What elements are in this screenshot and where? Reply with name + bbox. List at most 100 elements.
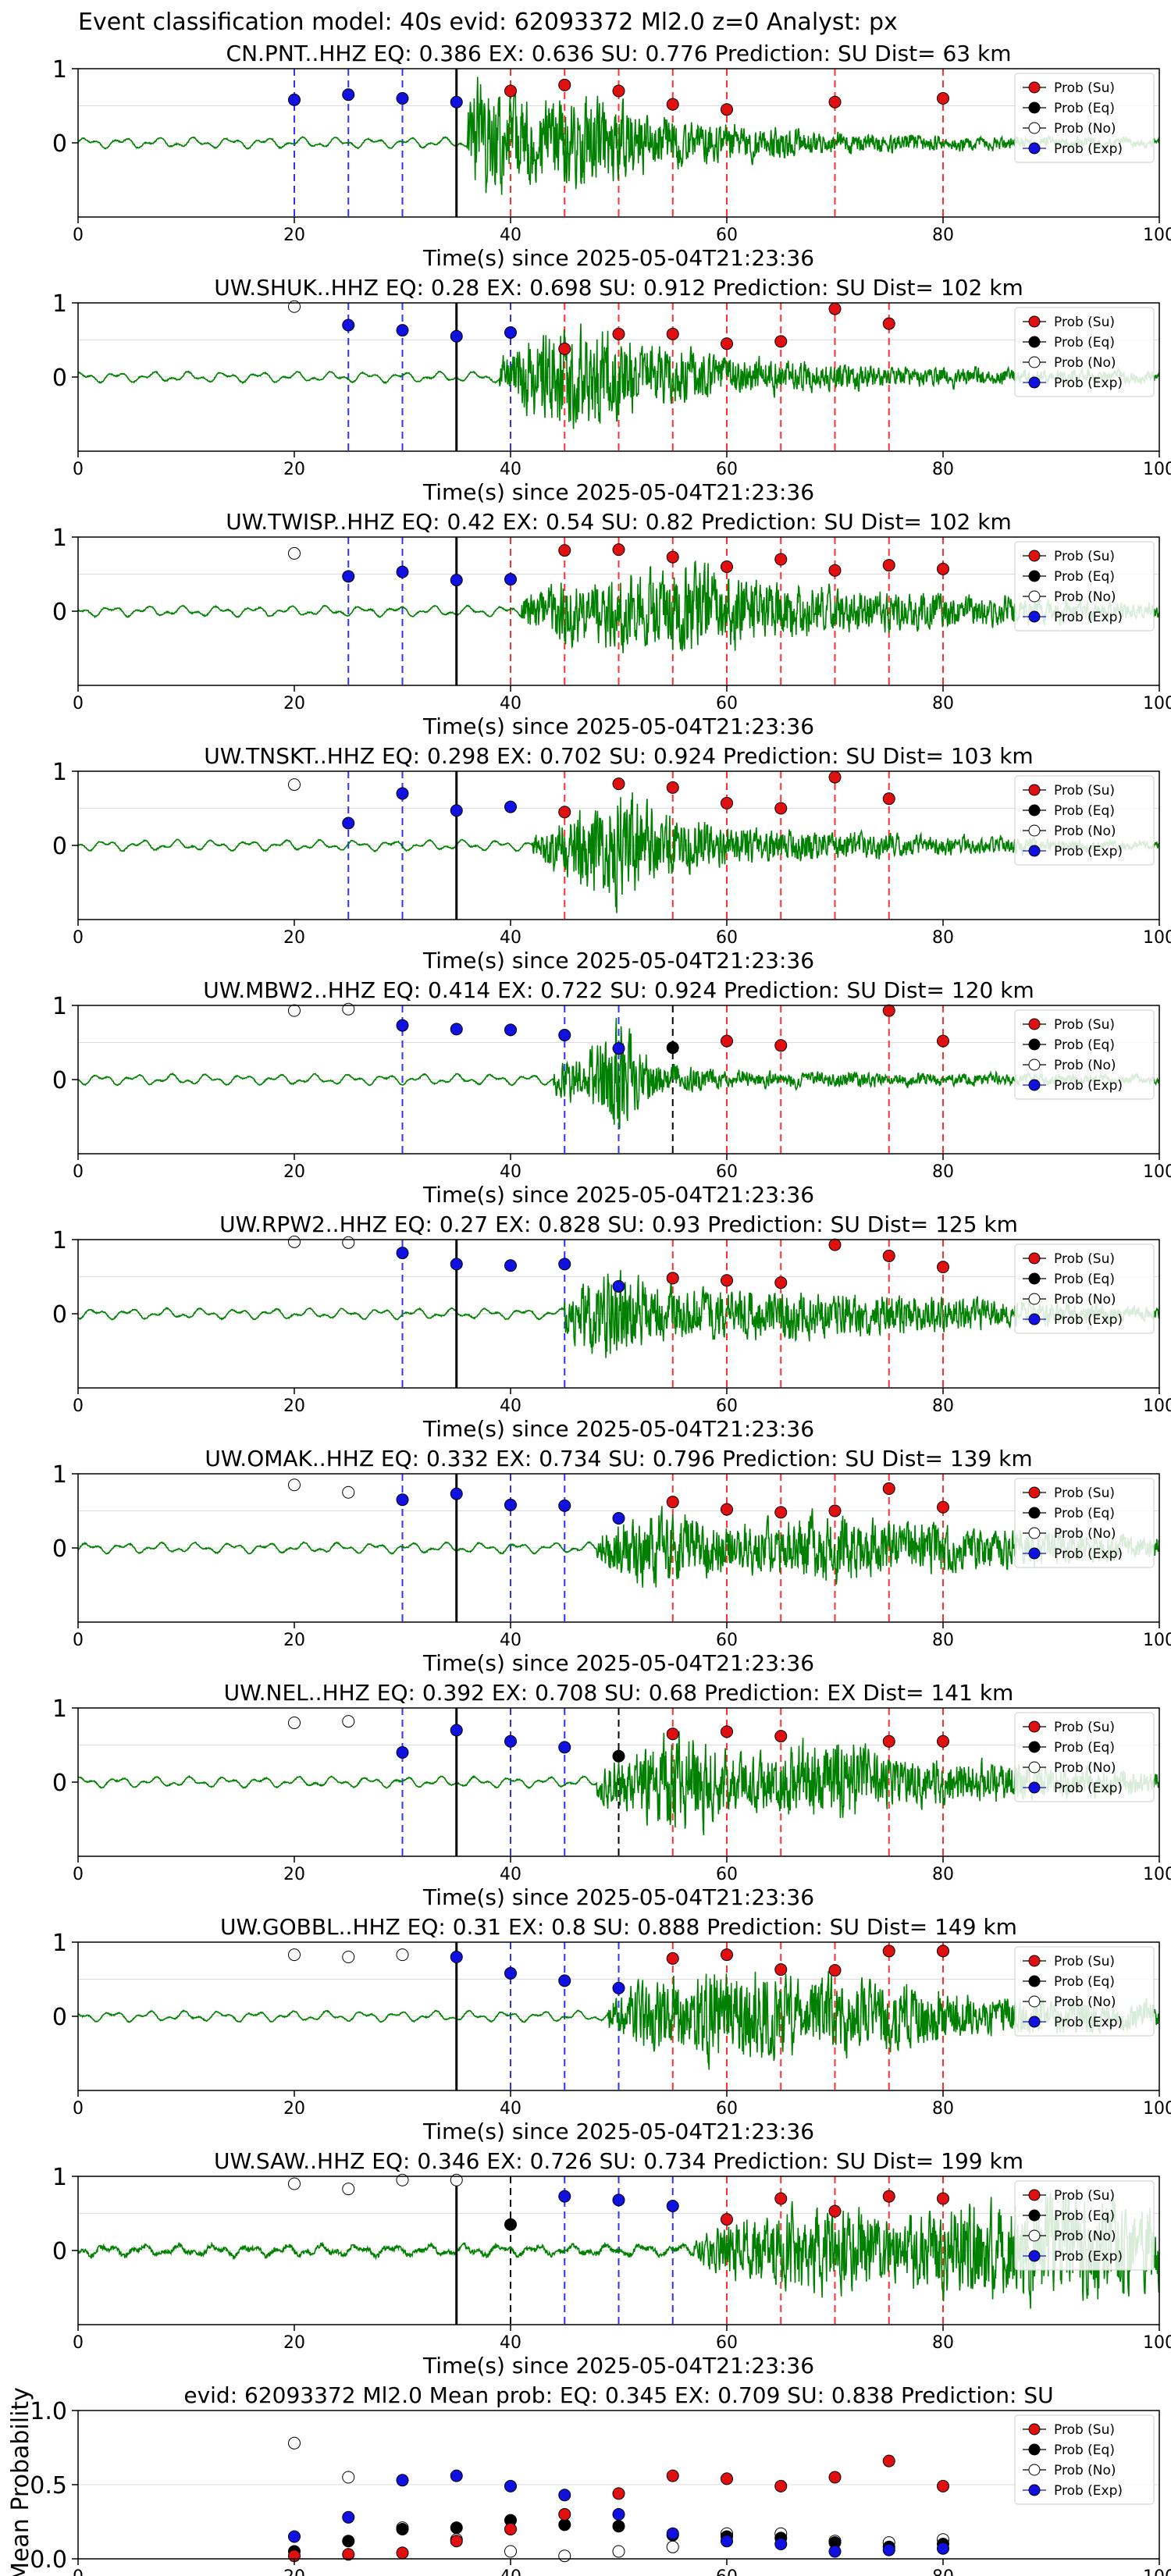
x-tick-label: 20 <box>283 694 305 713</box>
y-tick-label: 1 <box>52 2164 67 2191</box>
legend-label: Prob (Su) <box>1054 80 1115 96</box>
prob-no-point <box>288 1004 301 1017</box>
y-tick-label: 1 <box>52 1461 67 1489</box>
legend-label: Prob (Exp) <box>1054 375 1123 391</box>
prob-exp-point <box>558 2190 571 2203</box>
y-tick-label: 0 <box>52 365 67 392</box>
legend-marker <box>1028 1018 1041 1030</box>
prob-exp-point <box>612 1512 625 1525</box>
legend-label: Prob (No) <box>1054 355 1116 371</box>
waveform-trace <box>78 323 1159 429</box>
prob-su-point <box>558 806 571 819</box>
legend-marker <box>1028 824 1041 837</box>
prob-eq-point <box>558 2518 571 2532</box>
panel-title: UW.GOBBL..HHZ EQ: 0.31 EX: 0.8 SU: 0.888… <box>220 1914 1017 1940</box>
prob-su-point <box>721 103 733 116</box>
legend-box <box>1014 1009 1155 1100</box>
x-tick-label: 80 <box>932 2567 954 2576</box>
prob-eq-point <box>612 2520 625 2533</box>
prob-su-point <box>721 560 733 573</box>
legend-marker <box>1028 2209 1041 2222</box>
prob-su-point <box>721 1725 733 1738</box>
legend-label: Prob (Su) <box>1054 549 1115 564</box>
prob-exp-point <box>342 2510 355 2524</box>
x-tick-label: 100 <box>1143 928 1171 948</box>
x-tick-label: 20 <box>283 2099 305 2119</box>
legend-marker <box>1028 1486 1041 1499</box>
legend-label: Prob (Su) <box>1054 1251 1115 1267</box>
prob-exp-point <box>396 787 409 800</box>
panel-title: UW.NEL..HHZ EQ: 0.392 EX: 0.708 SU: 0.68… <box>224 1680 1014 1706</box>
x-tick-label: 80 <box>932 1631 954 1650</box>
legend-marker <box>1028 122 1041 134</box>
prob-su-point <box>721 1274 733 1287</box>
prob-su-point <box>937 92 949 105</box>
x-axis-label: Time(s) since 2025-05-04T21:23:36 <box>422 713 814 739</box>
legend-box <box>1014 73 1155 163</box>
legend-box <box>1014 307 1155 397</box>
prob-exp-point <box>882 2543 895 2556</box>
prob-su-point <box>937 1034 949 1048</box>
x-axis-label: Time(s) since 2025-05-04T21:23:36 <box>422 1416 814 1442</box>
prob-su-point <box>828 2204 842 2218</box>
prob-su-point <box>882 2190 895 2203</box>
prob-exp-point <box>450 804 463 817</box>
x-tick-label: 20 <box>283 2567 305 2576</box>
prob-su-point <box>666 327 679 340</box>
prob-exp-point <box>504 1259 517 1272</box>
legend-label: Prob (Exp) <box>1054 2483 1123 2499</box>
y-tick-label: 0.0 <box>30 2546 67 2574</box>
legend-marker <box>1028 2464 1041 2476</box>
y-tick-label: 1 <box>52 759 67 786</box>
prob-su-point <box>774 2192 788 2205</box>
prob-exp-point <box>612 1279 625 1293</box>
x-axis-label: Time(s) since 2025-05-04T21:23:36 <box>422 948 814 973</box>
prob-su-point <box>558 342 571 355</box>
prob-su-point <box>666 1496 679 1509</box>
legend-marker <box>1028 1313 1041 1325</box>
x-tick-label: 40 <box>500 2099 521 2119</box>
legend-marker <box>1028 315 1041 328</box>
prob-su-point <box>558 544 571 557</box>
prob-exp-point <box>504 1498 517 1511</box>
legend-marker <box>1028 1761 1041 1774</box>
legend-box <box>1014 2414 1155 2505</box>
panel-title: UW.SHUK..HHZ EQ: 0.28 EX: 0.698 SU: 0.91… <box>214 275 1023 301</box>
legend-label: Prob (Exp) <box>1054 1781 1123 1796</box>
prob-su-point <box>666 1952 679 1965</box>
legend-label: Prob (Eq) <box>1054 1272 1115 1287</box>
x-tick-label: 0 <box>73 928 84 948</box>
waveform-trace <box>78 1970 1159 2070</box>
prob-su-point <box>882 792 895 806</box>
prob-su-point <box>828 1504 842 1517</box>
panel-title: UW.OMAK..HHZ EQ: 0.332 EX: 0.734 SU: 0.7… <box>205 1446 1032 1471</box>
legend-marker <box>1028 1781 1041 1794</box>
y-tick-label: 0 <box>52 1535 67 1563</box>
panel-title: UW.TWISP..HHZ EQ: 0.42 EX: 0.54 SU: 0.82… <box>226 509 1012 535</box>
y-tick-label: 0.5 <box>30 2472 67 2500</box>
legend-label: Prob (Eq) <box>1054 2208 1115 2224</box>
prob-su-point <box>612 2487 625 2500</box>
x-axis-label: Time(s) since 2025-05-04T21:23:36 <box>422 2119 814 2144</box>
prob-eq-point <box>450 2521 463 2535</box>
legend-marker <box>1028 356 1041 368</box>
prob-su-point <box>774 1963 788 1976</box>
legend-label: Prob (Su) <box>1054 783 1115 799</box>
prob-no-point <box>288 1478 301 1492</box>
prob-no-point <box>558 2549 571 2563</box>
y-tick-label: 0 <box>52 2238 67 2265</box>
prob-no-point <box>342 1951 355 1963</box>
x-tick-label: 20 <box>283 460 305 479</box>
x-tick-label: 40 <box>500 2567 521 2576</box>
x-tick-label: 40 <box>500 460 521 479</box>
y-tick-label: 1 <box>52 56 67 84</box>
x-tick-label: 40 <box>500 2333 521 2353</box>
legend-marker <box>1028 1547 1041 1560</box>
panel-CN.PNT..HHZ: CN.PNT..HHZ EQ: 0.386 EX: 0.636 SU: 0.77… <box>52 41 1171 271</box>
x-tick-label: 80 <box>932 928 954 948</box>
prob-su-point <box>774 2479 788 2492</box>
x-tick-label: 20 <box>283 1631 305 1650</box>
legend-label: Prob (Exp) <box>1054 2015 1123 2030</box>
legend-label: Prob (Eq) <box>1054 2443 1115 2458</box>
